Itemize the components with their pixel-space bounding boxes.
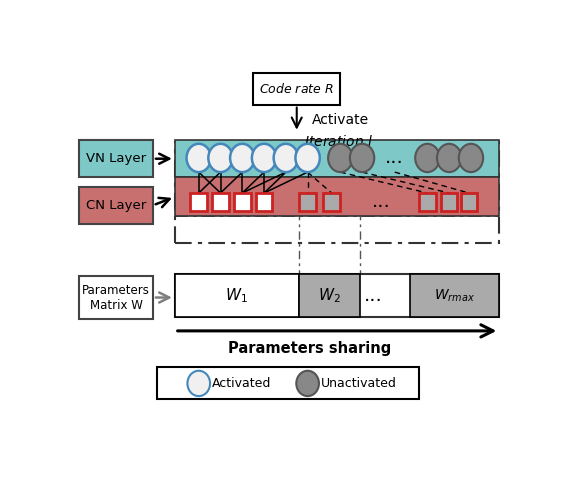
Text: Parameters
Matrix W: Parameters Matrix W: [82, 284, 150, 312]
Ellipse shape: [350, 144, 374, 172]
Ellipse shape: [328, 144, 352, 172]
Ellipse shape: [252, 144, 277, 172]
Ellipse shape: [296, 144, 320, 172]
Text: CN Layer: CN Layer: [86, 199, 146, 212]
Text: ...: ...: [372, 193, 391, 212]
Ellipse shape: [437, 144, 461, 172]
Bar: [300, 193, 316, 211]
Text: $W_1$: $W_1$: [225, 287, 248, 305]
Text: ...: ...: [364, 286, 382, 305]
Text: $W_{rmax}$: $W_{rmax}$: [434, 287, 475, 304]
Bar: [419, 193, 436, 211]
Text: VN Layer: VN Layer: [86, 152, 146, 165]
Bar: [256, 193, 273, 211]
Bar: [175, 274, 499, 317]
Text: Parameters sharing: Parameters sharing: [228, 341, 391, 356]
Ellipse shape: [209, 144, 233, 172]
Ellipse shape: [296, 371, 319, 396]
Text: Iteration $l$: Iteration $l$: [303, 135, 373, 150]
Bar: [79, 140, 153, 177]
Ellipse shape: [187, 144, 211, 172]
Bar: [175, 177, 499, 216]
Text: Code rate $R$: Code rate $R$: [259, 82, 334, 96]
Bar: [410, 274, 499, 317]
Ellipse shape: [230, 144, 255, 172]
Bar: [79, 187, 153, 224]
Text: Activate: Activate: [312, 113, 369, 127]
Bar: [175, 274, 299, 317]
Ellipse shape: [274, 144, 298, 172]
Bar: [157, 367, 419, 399]
Text: $W_2$: $W_2$: [318, 287, 341, 305]
Bar: [79, 276, 153, 319]
Bar: [234, 193, 251, 211]
Bar: [175, 140, 499, 177]
Bar: [191, 193, 207, 211]
Text: Activated: Activated: [212, 377, 271, 390]
Ellipse shape: [459, 144, 483, 172]
Bar: [175, 142, 499, 242]
Bar: [212, 193, 229, 211]
Bar: [323, 193, 340, 211]
Bar: [299, 274, 360, 317]
Ellipse shape: [415, 144, 439, 172]
Bar: [253, 73, 341, 105]
Ellipse shape: [187, 371, 210, 396]
Text: ...: ...: [386, 149, 404, 167]
Bar: [441, 193, 457, 211]
Bar: [460, 193, 477, 211]
Text: Unactivated: Unactivated: [321, 377, 397, 390]
